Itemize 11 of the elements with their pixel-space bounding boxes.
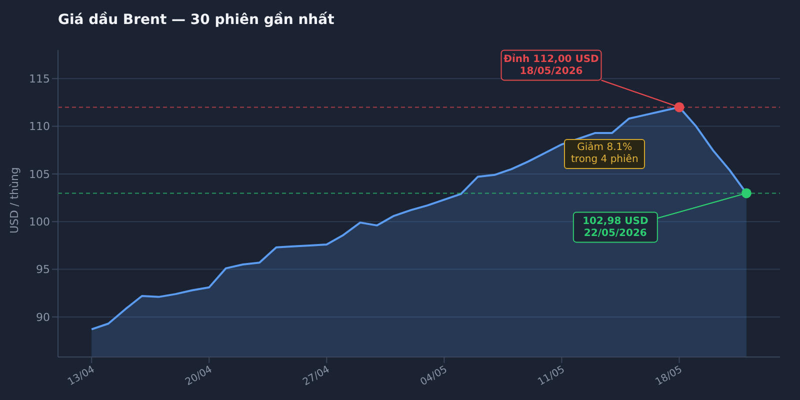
y-tick-label: 115 [29, 72, 50, 86]
annotation: Giảm 8.1% trong 4 phiên [571, 142, 638, 166]
y-tick-label: 100 [29, 216, 50, 229]
annotation: Đỉnh 112,00 USD 18/05/2026 [504, 53, 599, 78]
y-tick-label: 105 [29, 168, 50, 181]
y-axis-title: USD / thùng [8, 167, 21, 234]
y-tick-label: 90 [36, 310, 50, 324]
y-tick-label: 110 [29, 120, 50, 134]
y-tick-label: 95 [36, 263, 50, 276]
annotation: 102,98 USD 22/05/2026 [582, 216, 648, 240]
chart-title: Giá dầu Brent — 30 phiên gần nhất [58, 12, 334, 28]
